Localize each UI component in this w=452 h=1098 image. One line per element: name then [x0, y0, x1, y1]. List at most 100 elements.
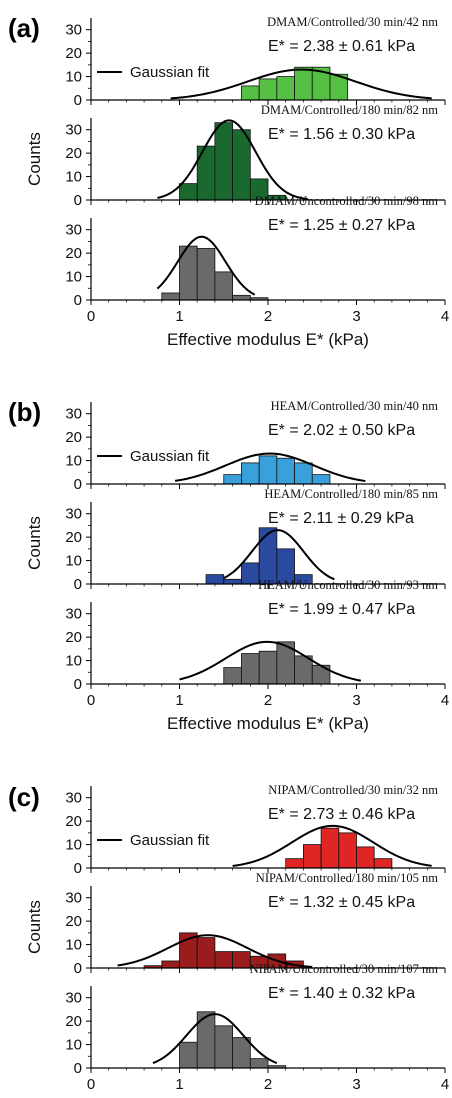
modulus-label: E* = 2.02 ± 0.50 kPa [268, 422, 415, 439]
y-tick-label: 30 [65, 790, 82, 807]
modulus-label: E* = 1.56 ± 0.30 kPa [268, 126, 415, 143]
histogram-bar [311, 474, 331, 485]
y-tick-label: 10 [65, 837, 82, 854]
subplot: 0 10 20 30 HEAM/Controlled/180 min/85 nm E* =… [65, 487, 446, 593]
histogram-bar [161, 292, 180, 301]
modulus-label: E* = 2.38 ± 0.61 kPa [268, 38, 415, 55]
panel-letter: (a) [8, 13, 40, 43]
gaussian-fit-curve [152, 1013, 278, 1065]
gaussian-fit-curve [179, 640, 362, 682]
y-tick-label: 30 [65, 22, 82, 39]
y-tick-label: 0 [74, 676, 82, 693]
histogram-bar [196, 937, 216, 969]
histogram-bar [205, 574, 225, 585]
y-tick-label: 30 [65, 406, 82, 423]
legend-label: Gaussian fit [130, 64, 210, 81]
histogram-bar [294, 66, 313, 101]
x-tick-label: 3 [352, 1076, 360, 1093]
legend-label: Gaussian fit [130, 832, 210, 849]
sample-label: DMAM/Controlled/30 min/42 nm [267, 15, 438, 29]
y-tick-label: 0 [74, 92, 82, 109]
y-tick-label: 10 [65, 269, 82, 286]
subplot: 0 10 20 30 NIPAM/Controlled/180 min/105 nm E*… [65, 871, 446, 977]
histogram-bar [320, 827, 340, 869]
histogram-bar [223, 667, 242, 685]
y-tick-label: 30 [65, 606, 82, 623]
histogram-bar [179, 183, 198, 201]
y-tick-label: 20 [65, 245, 82, 262]
sample-label: DMAM/Uncontrolled/30 min/98 nm [255, 194, 439, 208]
subplot: 0 10 20 30 HEAM/Controlled/30 min/40 nm E* = … [65, 399, 446, 493]
gaussian-fit-curve [157, 119, 308, 201]
x-tick-label: 1 [175, 308, 183, 325]
histogram-bar [214, 951, 233, 969]
x-tick-label: 3 [352, 692, 360, 709]
y-tick-label: 0 [74, 476, 82, 493]
sample-label: DMAM/Controlled/180 min/82 nm [261, 103, 438, 117]
y-tick-label: 30 [65, 990, 82, 1007]
y-axis-title: Counts [25, 900, 44, 954]
histogram-bar [223, 578, 242, 585]
sample-label: HEAM/Controlled/30 min/40 nm [271, 399, 439, 413]
modulus-label: E* = 1.25 ± 0.27 kPa [268, 217, 415, 234]
y-tick-label: 20 [65, 529, 82, 546]
y-tick-label: 20 [65, 145, 82, 162]
sample-label: NIPAM/Uncontrolled/30 min/107 nm [250, 962, 439, 976]
y-tick-label: 0 [74, 292, 82, 309]
y-tick-label: 20 [65, 913, 82, 930]
histogram-bar [285, 858, 304, 869]
y-tick-label: 0 [74, 1060, 82, 1077]
histogram-bar [276, 457, 295, 485]
histogram-bar [214, 1025, 233, 1069]
y-tick-label: 20 [65, 1013, 82, 1030]
histogram-bar [373, 858, 393, 869]
x-tick-label: 2 [264, 1076, 272, 1093]
histogram-bar [232, 951, 251, 969]
histogram-bar [258, 78, 278, 101]
x-tick-label: 1 [175, 1076, 183, 1093]
y-tick-label: 10 [65, 453, 82, 470]
y-tick-label: 30 [65, 122, 82, 139]
y-tick-label: 0 [74, 960, 82, 977]
modulus-label: E* = 1.40 ± 0.32 kPa [268, 985, 415, 1002]
y-tick-label: 10 [65, 553, 82, 570]
y-tick-label: 30 [65, 890, 82, 907]
y-tick-label: 30 [65, 506, 82, 523]
x-tick-label: 4 [441, 308, 449, 325]
y-tick-label: 20 [65, 429, 82, 446]
sample-label: NIPAM/Controlled/180 min/105 nm [256, 871, 438, 885]
histogram-bar [258, 455, 278, 485]
x-tick-label: 1 [175, 692, 183, 709]
gaussian-fit-curve [156, 235, 256, 296]
x-axis-title: Effective modulus E* (kPa) [167, 714, 369, 733]
panel-letter: (c) [8, 782, 40, 812]
x-tick-label: 3 [352, 308, 360, 325]
y-tick-label: 10 [65, 169, 82, 186]
subplot: 0 10 20 30 DMAM/Controlled/30 min/42 nm E* = … [65, 15, 446, 109]
y-tick-label: 20 [65, 813, 82, 830]
histogram-bar [196, 248, 216, 301]
histogram-bar [223, 474, 242, 485]
x-tick-label: 0 [87, 308, 95, 325]
histogram-bar [214, 122, 233, 201]
histogram-bar [241, 462, 260, 485]
modulus-label: E* = 2.73 ± 0.46 kPa [268, 806, 415, 823]
histogram-bar [276, 76, 295, 101]
x-tick-label: 4 [441, 1076, 449, 1093]
modulus-label: E* = 1.32 ± 0.45 kPa [268, 894, 415, 911]
x-tick-label: 0 [87, 1076, 95, 1093]
y-axis-title: Counts [25, 516, 44, 570]
histogram-bar [294, 462, 313, 485]
histogram-bar [214, 271, 233, 301]
gaussian-fit-curve [223, 529, 335, 581]
histogram-bar [356, 846, 375, 869]
sample-label: HEAM/Controlled/180 min/85 nm [264, 487, 438, 501]
histogram-bar [338, 832, 357, 869]
legend-label: Gaussian fit [130, 448, 210, 465]
y-tick-label: 0 [74, 192, 82, 209]
histogram-bar [241, 562, 260, 585]
histogram-bar [232, 294, 251, 301]
